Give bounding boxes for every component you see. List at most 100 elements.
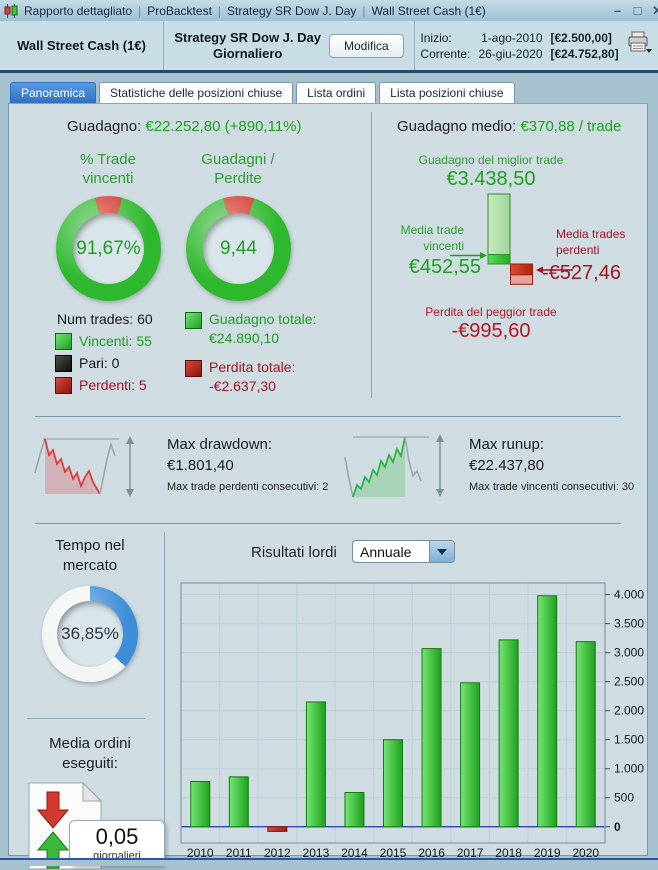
title-separator: |: [362, 3, 366, 18]
bar-2020: [575, 641, 596, 828]
instrument-name: Wall Street Cash (1€): [0, 21, 164, 70]
avg-loss-value: -€527,46: [542, 262, 621, 284]
drawdown-value: €1.801,40: [167, 457, 234, 474]
x-tick-label: 2011: [226, 846, 252, 859]
chevron-down-icon[interactable]: [429, 541, 454, 562]
gain-value: €22.252,80 (+890,11%): [145, 118, 302, 135]
window-frame-bottom: [0, 858, 658, 866]
y-tick-label: 2.500: [614, 675, 644, 689]
total-loss-label: Perdita totale:: [209, 359, 296, 375]
best-trade-value: €3.438,50: [446, 168, 536, 190]
avg-gain-value: €370,88 / trade: [520, 118, 622, 135]
losers-count: Perdenti: 5: [79, 377, 147, 393]
y-tick-label: 1.500: [614, 733, 644, 747]
separator: [35, 523, 621, 524]
tab-lista-ordini[interactable]: Lista ordini: [296, 82, 377, 104]
x-tick-label: 2020: [572, 846, 599, 859]
time-in-market-title: Tempo nel mercato: [55, 537, 125, 574]
separator: [35, 416, 621, 417]
candlestick-icon: [4, 3, 19, 18]
window-title-instrument: Wall Street Cash (1€): [371, 3, 486, 18]
win-rate-donut: 91,67%: [56, 196, 161, 301]
avg-orders-value: 0,05: [95, 824, 139, 849]
bar-2010: [190, 780, 211, 828]
x-tick-label: 2013: [303, 846, 330, 859]
avg-gain-headline: Guadagno medio: €370,88 / trade: [397, 118, 621, 135]
x-tick-label: 2015: [380, 846, 407, 859]
y-tick-label: 2.000: [614, 704, 644, 718]
x-tick-label: 2017: [457, 846, 484, 859]
gain-loss-value: 9,44: [220, 237, 257, 259]
x-tick-label: 2018: [495, 846, 522, 859]
tab-lista-posizioni[interactable]: Lista posizioni chiuse: [379, 82, 515, 104]
y-tick-label: 500: [614, 791, 634, 805]
gain-label: Guadagno:: [67, 118, 142, 135]
gl-donut-title-1: Guadagni /: [201, 151, 275, 168]
avg-trade-bars: [450, 193, 573, 285]
title-separator: |: [138, 3, 142, 18]
x-tick-label: 2019: [534, 846, 561, 859]
divider: [164, 532, 165, 857]
tab-bar: Panoramica Statistiche delle posizioni c…: [10, 82, 515, 104]
y-tick-label: 1.000: [614, 762, 644, 776]
x-tick-label: 2012: [264, 846, 291, 859]
x-tick-label: 2010: [187, 846, 214, 859]
bar-2015: [383, 739, 403, 828]
time-in-market-donut: 36,85%: [42, 586, 138, 682]
even-count: Pari: 0: [79, 355, 120, 371]
winners-swatch: [55, 333, 72, 350]
win-donut-title: % Trade vincenti: [38, 150, 178, 188]
win-donut-title-1: % Trade: [80, 151, 136, 168]
bar-2018: [498, 639, 519, 828]
gl-donut-title: Guadagni / Perdite: [168, 150, 308, 188]
time-in-market-value: 36,85%: [61, 624, 119, 643]
y-tick-label: 0: [614, 820, 621, 834]
title-bar: Rapporto dettagliato | ProBacktest | Str…: [0, 0, 658, 22]
gl-donut-title-2: Perdite: [214, 170, 262, 187]
runup-consecutive: Max trade vincenti consecutivi: 30: [469, 481, 635, 493]
strategy-title: Strategy SR Dow J. Day: [174, 29, 321, 45]
tab-statistiche[interactable]: Statistiche delle posizioni chiuse: [99, 82, 294, 104]
account-dates: Inizio: 1-ago-2010 [€2.500,00] Corrente:…: [420, 31, 618, 61]
divider: [371, 112, 372, 398]
start-date: 1-ago-2010: [481, 30, 543, 45]
bar-2017: [460, 682, 481, 828]
window-title-report: Rapporto dettagliato: [24, 3, 133, 18]
losers-swatch: [55, 377, 72, 394]
gain-loss-donut: 9,44: [186, 196, 291, 301]
total-loss-swatch: [185, 360, 202, 377]
x-tick-label: 2014: [341, 846, 368, 859]
y-tick-label: 4.000: [614, 588, 644, 602]
avg-loss-label: Media trades perdenti: [556, 227, 626, 257]
y-tick-label: 3.500: [614, 617, 644, 631]
win-donut-title-2: vincenti: [82, 170, 134, 187]
bar-2012: [267, 826, 288, 832]
drawdown-label: Max drawdown:: [167, 436, 273, 453]
tab-panoramica[interactable]: Panoramica: [10, 82, 97, 104]
runup-value: €22.437,80: [469, 457, 545, 474]
strategy-timeframe: Giornaliero: [212, 45, 283, 61]
avg-win-label: Media trade vincenti: [400, 223, 464, 253]
winners-count: Vincenti: 55: [79, 333, 152, 349]
separator: [27, 718, 145, 719]
modify-button[interactable]: Modifica: [328, 33, 404, 58]
start-capital: [€2.500,00]: [550, 30, 612, 45]
bar-2019: [537, 595, 558, 828]
maximize-button[interactable]: □: [633, 3, 642, 18]
drawdown-block: Max drawdown: €1.801,40 Max trade perden…: [167, 434, 328, 493]
runup-label: Max runup:: [469, 436, 545, 453]
printer-icon[interactable]: [627, 31, 653, 60]
worst-trade-value: -€995,60: [451, 320, 531, 342]
minimize-button[interactable]: –: [613, 3, 622, 18]
total-loss-value: -€2.637,30: [209, 378, 276, 394]
bar-2016: [421, 648, 442, 828]
title-separator: |: [217, 3, 222, 18]
drawdown-sparkline: [34, 436, 134, 497]
period-select[interactable]: Annuale: [352, 540, 455, 563]
bar-2011: [228, 776, 249, 828]
avg-gain-label: Guadagno medio:: [397, 118, 517, 135]
close-button[interactable]: ✕: [652, 3, 658, 18]
gross-results-label: Risultati lordi: [251, 544, 337, 561]
total-gain-label: Guadagno totale:: [209, 311, 317, 327]
